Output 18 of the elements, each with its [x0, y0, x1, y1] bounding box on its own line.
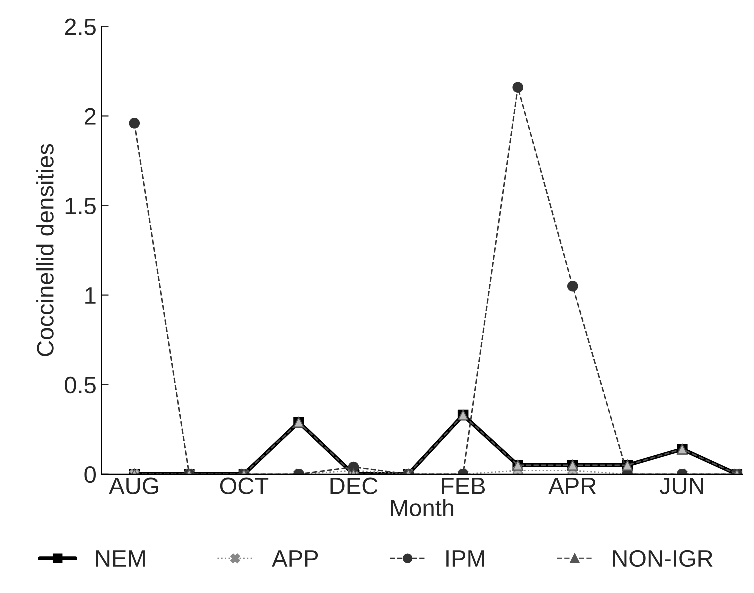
y-tick-label: 0.5	[65, 376, 96, 394]
y-tick-label: 2.5	[65, 18, 96, 36]
legend-label: APP	[272, 550, 318, 567]
x-tick-label: DEC	[330, 478, 378, 495]
legend-label: NEM	[96, 550, 145, 567]
y-tick-label: 1	[86, 288, 96, 304]
x-tick-label: APR	[548, 478, 596, 494]
y-tick-label: 0	[84, 466, 96, 484]
x-tick-label: AUG	[109, 478, 158, 495]
x-axis-title: Month	[391, 499, 454, 517]
legend-label: IPM	[446, 550, 484, 567]
x-tick-label: OCT	[220, 478, 269, 495]
legend-label: NON-IGR	[613, 550, 713, 568]
y-tick-label: 1.5	[66, 198, 96, 215]
y-tick-label: 2	[84, 108, 96, 125]
y-axis-title: Coccinellid densities	[36, 144, 54, 356]
x-tick-label: JUN	[660, 478, 704, 495]
x-tick-label: FEB	[442, 478, 486, 494]
